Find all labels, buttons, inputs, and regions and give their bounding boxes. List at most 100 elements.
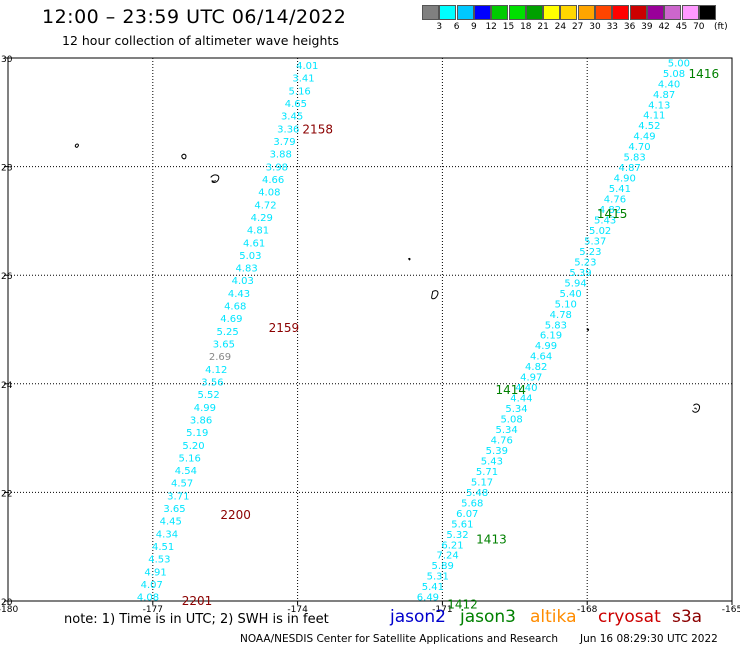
wave-height-value: 5.43 (594, 215, 616, 226)
legend-swatch (422, 5, 439, 20)
wave-height-value: 5.89 (432, 561, 454, 572)
wave-height-value: 4.82 (525, 362, 547, 373)
wave-height-value: 3.79 (273, 137, 295, 148)
wave-height-value: 5.52 (198, 390, 220, 401)
wave-height-value: 4.11 (643, 111, 665, 122)
generated-timestamp: Jun 16 08:29:30 UTC 2022 (580, 633, 718, 645)
wave-height-value: 6.21 (441, 540, 463, 551)
wave-height-value: 4.54 (175, 466, 197, 477)
legend-label: 45 (675, 22, 688, 32)
wave-height-value: 5.41 (422, 582, 444, 593)
wave-height-value: 4.07 (141, 580, 163, 591)
wave-height-value: 5.34 (496, 425, 518, 436)
wave-height-value: 6.07 (456, 509, 478, 520)
wave-height-value: 5.23 (574, 257, 596, 268)
time-label: 2200 (220, 508, 251, 522)
wave-height-value: 5.31 (427, 572, 449, 583)
map-frame (7, 57, 733, 602)
legend-swatch (456, 5, 474, 20)
legend-label: 70 (693, 22, 705, 32)
wave-height-value: 4.83 (235, 264, 257, 275)
legend-label: 21 (537, 22, 549, 32)
wave-height-value: 5.94 (564, 278, 586, 289)
time-label: 2159 (269, 321, 300, 335)
y-tick-label: 24 (1, 381, 13, 391)
wave-height-value: 5.00 (668, 58, 690, 69)
wave-height-value: 4.08 (258, 188, 280, 199)
wave-height-value: 5.39 (486, 446, 508, 457)
wave-height-value: 5.32 (446, 530, 468, 541)
legend-unit: (ft) (714, 22, 728, 32)
wave-height-value: 5.43 (481, 456, 503, 467)
legend-swatch (560, 5, 578, 20)
legend-label: 42 (658, 22, 670, 32)
wave-height-value: 3.88 (270, 150, 292, 161)
satellite-name-jason3: jason3 (460, 607, 516, 627)
legend-swatch (508, 5, 526, 20)
island-outlines (74, 143, 701, 413)
wave-height-value: 6.49 (417, 593, 439, 604)
wave-height-value: 4.08 (137, 593, 159, 604)
legend-swatch (646, 5, 664, 20)
wave-height-value: 5.68 (461, 498, 483, 509)
time-label: 1416 (689, 67, 720, 81)
wave-height-value: 4.99 (194, 403, 216, 414)
wave-height-value: 4.82 (599, 205, 621, 216)
wave-height-value: 5.08 (500, 415, 522, 426)
wave-height-value: 4.61 (243, 238, 265, 249)
wave-height-value: 3.65 (163, 504, 185, 515)
wave-height-value: 5.02 (589, 226, 611, 237)
wave-height-value: 4.51 (152, 542, 174, 553)
legend-swatch (698, 5, 716, 20)
legend-label: 36 (623, 22, 636, 32)
wave-height-value: 4.81 (247, 226, 269, 237)
wave-height-value: 4.76 (491, 436, 513, 447)
island-outline (691, 403, 701, 413)
wave-height-value: 5.48 (466, 488, 488, 499)
time-label: 2158 (302, 123, 333, 137)
wave-height-value: 4.76 (604, 195, 626, 206)
y-tick-label: 22 (1, 489, 12, 499)
wave-height-value: 4.13 (648, 100, 670, 111)
satellite-name-altika: altika (530, 607, 577, 627)
wave-height-value: 5.34 (505, 404, 527, 415)
wave-height-value: 5.83 (623, 153, 645, 164)
wave-height-value: 4.45 (160, 517, 182, 528)
legend-swatch (612, 5, 630, 20)
wave-height-value: 4.72 (254, 200, 276, 211)
wave-height-value: 5.08 (663, 69, 685, 80)
map-grid (8, 58, 732, 601)
wave-height-value: 6.19 (540, 331, 562, 342)
wave-height-value: 4.52 (638, 121, 660, 132)
wave-height-value: 3.41 (292, 74, 314, 85)
legend-label: 18 (520, 22, 532, 32)
map-border (7, 57, 733, 602)
legend-label: 39 (641, 22, 653, 32)
wave-height-value: 4.29 (251, 213, 273, 224)
y-tick-label: 20 (1, 598, 13, 608)
island-outline (407, 258, 411, 261)
legend-swatch (577, 5, 595, 20)
wave-height-value: 5.25 (216, 327, 238, 338)
wave-height-value: 5.16 (179, 453, 201, 464)
wave-height-value: 4.65 (285, 99, 307, 110)
legend-swatch (473, 5, 491, 20)
time-label: 1415 (597, 207, 628, 221)
legend-label: 6 (453, 22, 460, 32)
wave-height-value: 4.87 (619, 163, 641, 174)
satellite-name-cryosat: cryosat (598, 607, 661, 627)
wave-height-value: 2.69 (209, 352, 231, 363)
island-outline (586, 328, 590, 332)
legend-label: 30 (589, 22, 601, 32)
wave-height-value: 4.44 (510, 394, 532, 405)
wave-height-value: 5.37 (584, 236, 606, 247)
legend-label: 3 (436, 22, 443, 32)
time-label: 2201 (182, 594, 213, 608)
satellite-tracks: 4.013.415.164.653.453.363.793.883.984.66… (137, 58, 690, 603)
legend-label: 24 (554, 22, 567, 32)
x-tick-label: -168 (577, 605, 598, 615)
satellite-name-jason2: jason2 (390, 607, 446, 627)
wave-height-value: 4.43 (228, 289, 250, 300)
wave-height-value: 5.71 (476, 467, 498, 478)
